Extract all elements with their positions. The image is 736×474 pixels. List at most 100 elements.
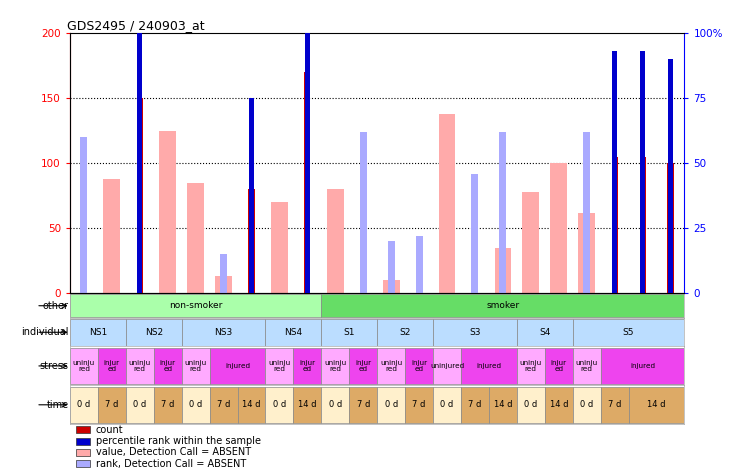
Bar [76,449,90,456]
Bar [76,460,90,467]
Bar [517,386,545,423]
Text: value, Detection Call = ABSENT: value, Detection Call = ABSENT [96,447,251,457]
Bar [266,347,294,384]
Bar [405,386,433,423]
Bar [489,386,517,423]
Bar [271,202,288,293]
Text: smoker: smoker [486,301,520,310]
Bar [238,386,266,423]
Bar [154,347,182,384]
Bar [304,72,311,293]
Text: 7 d: 7 d [412,401,426,409]
Bar [266,386,294,423]
Bar [98,347,126,384]
Bar [98,386,126,423]
Text: S4: S4 [539,328,551,337]
Text: 7 d: 7 d [161,401,174,409]
Bar [668,59,673,293]
Text: 14 d: 14 d [550,401,568,409]
Bar [322,386,350,423]
Bar [377,319,433,346]
Bar [405,347,433,384]
Bar [182,347,210,384]
Bar [545,347,573,384]
Bar [640,51,645,293]
Text: injur
ed: injur ed [551,360,567,372]
Text: 7 d: 7 d [608,401,621,409]
Bar [668,163,673,293]
Text: NS2: NS2 [145,328,163,337]
Bar [294,386,322,423]
Text: 0 d: 0 d [440,401,453,409]
Text: 14 d: 14 d [494,401,512,409]
Bar [500,132,506,293]
Bar [433,319,517,346]
Bar [70,347,98,384]
Bar [80,137,88,293]
Bar [327,189,344,293]
Bar [601,347,684,384]
Text: 7 d: 7 d [217,401,230,409]
Bar [629,386,684,423]
Bar [551,163,567,293]
Bar [377,386,405,423]
Text: 0 d: 0 d [273,401,286,409]
Bar [70,294,322,317]
Text: 0 d: 0 d [329,401,342,409]
Text: S5: S5 [623,328,634,337]
Text: individual: individual [21,327,68,337]
Bar [495,248,512,293]
Text: NS1: NS1 [89,328,107,337]
Text: 0 d: 0 d [580,401,593,409]
Text: injur
ed: injur ed [355,360,371,372]
Bar [187,183,204,293]
Text: uninju
red: uninju red [576,360,598,372]
Text: S2: S2 [400,328,411,337]
Bar [640,157,645,293]
Bar [215,276,232,293]
Text: count: count [96,425,124,435]
Text: uninju
red: uninju red [324,360,347,372]
Text: 14 d: 14 d [242,401,261,409]
Bar [612,157,618,293]
Text: injur
ed: injur ed [104,360,120,372]
Bar [126,319,182,346]
Text: injured: injured [630,363,655,369]
Bar [439,114,456,293]
Bar [517,347,545,384]
Text: 14 d: 14 d [298,401,316,409]
Bar [573,347,601,384]
Bar [182,386,210,423]
Bar [210,386,238,423]
Bar [305,12,310,293]
Bar [523,192,539,293]
Bar [76,426,90,433]
Bar [388,241,394,293]
Text: time: time [46,400,68,410]
Bar [601,386,629,423]
Text: injur
ed: injur ed [300,360,316,372]
Bar [573,386,601,423]
Bar [583,132,590,293]
Text: uninju
red: uninju red [185,360,207,372]
Text: percentile rank within the sample: percentile rank within the sample [96,436,261,446]
Bar [545,386,573,423]
Bar [578,213,595,293]
Bar [294,347,322,384]
Bar [220,255,227,293]
Bar [517,319,573,346]
Bar [249,98,254,293]
Bar [104,179,120,293]
Text: uninju
red: uninju red [129,360,151,372]
Text: uninju
red: uninju red [380,360,403,372]
Bar [76,438,90,445]
Bar [461,386,489,423]
Text: 0 d: 0 d [189,401,202,409]
Bar [126,386,154,423]
Bar [137,28,142,293]
Text: 0 d: 0 d [524,401,537,409]
Text: uninju
red: uninju red [73,360,95,372]
Text: 0 d: 0 d [384,401,397,409]
Bar [416,236,422,293]
Bar [322,294,684,317]
